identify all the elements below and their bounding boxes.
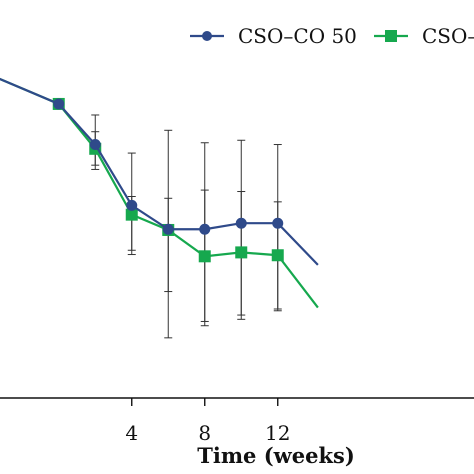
data-point — [272, 217, 284, 229]
legend-label: CSO–CO — [422, 24, 474, 48]
x-tick-label: 12 — [265, 421, 290, 445]
series-line — [0, 77, 319, 266]
data-point — [198, 250, 211, 263]
legend-marker — [202, 31, 212, 41]
series-line — [0, 77, 319, 309]
x-axis-label: Time (weeks) — [197, 443, 355, 468]
data-point — [199, 223, 211, 235]
data-point — [125, 208, 138, 221]
x-axis: 4 8 12 Time (weeks) — [0, 397, 474, 468]
series-group — [0, 77, 319, 309]
data-point — [235, 217, 247, 229]
x-tick-label: 4 — [125, 421, 138, 445]
error-bar — [164, 197, 173, 293]
x-ticks: 4 8 12 — [125, 398, 290, 445]
legend-marker — [385, 30, 397, 42]
data-point — [126, 199, 138, 211]
legend-label: CSO–CO 50 — [238, 24, 357, 48]
x-tick-label: 8 — [198, 421, 211, 445]
data-point — [162, 223, 174, 235]
legend-entry: CSO–CO 50 — [190, 24, 357, 48]
data-point — [53, 98, 65, 110]
legend-entry: CSO–CO — [374, 24, 474, 48]
data-point — [235, 246, 248, 259]
error-bars — [91, 114, 282, 339]
data-point — [271, 249, 284, 262]
legend: CSO–CO 50 CSO–CO — [190, 24, 474, 48]
data-point — [89, 139, 101, 151]
